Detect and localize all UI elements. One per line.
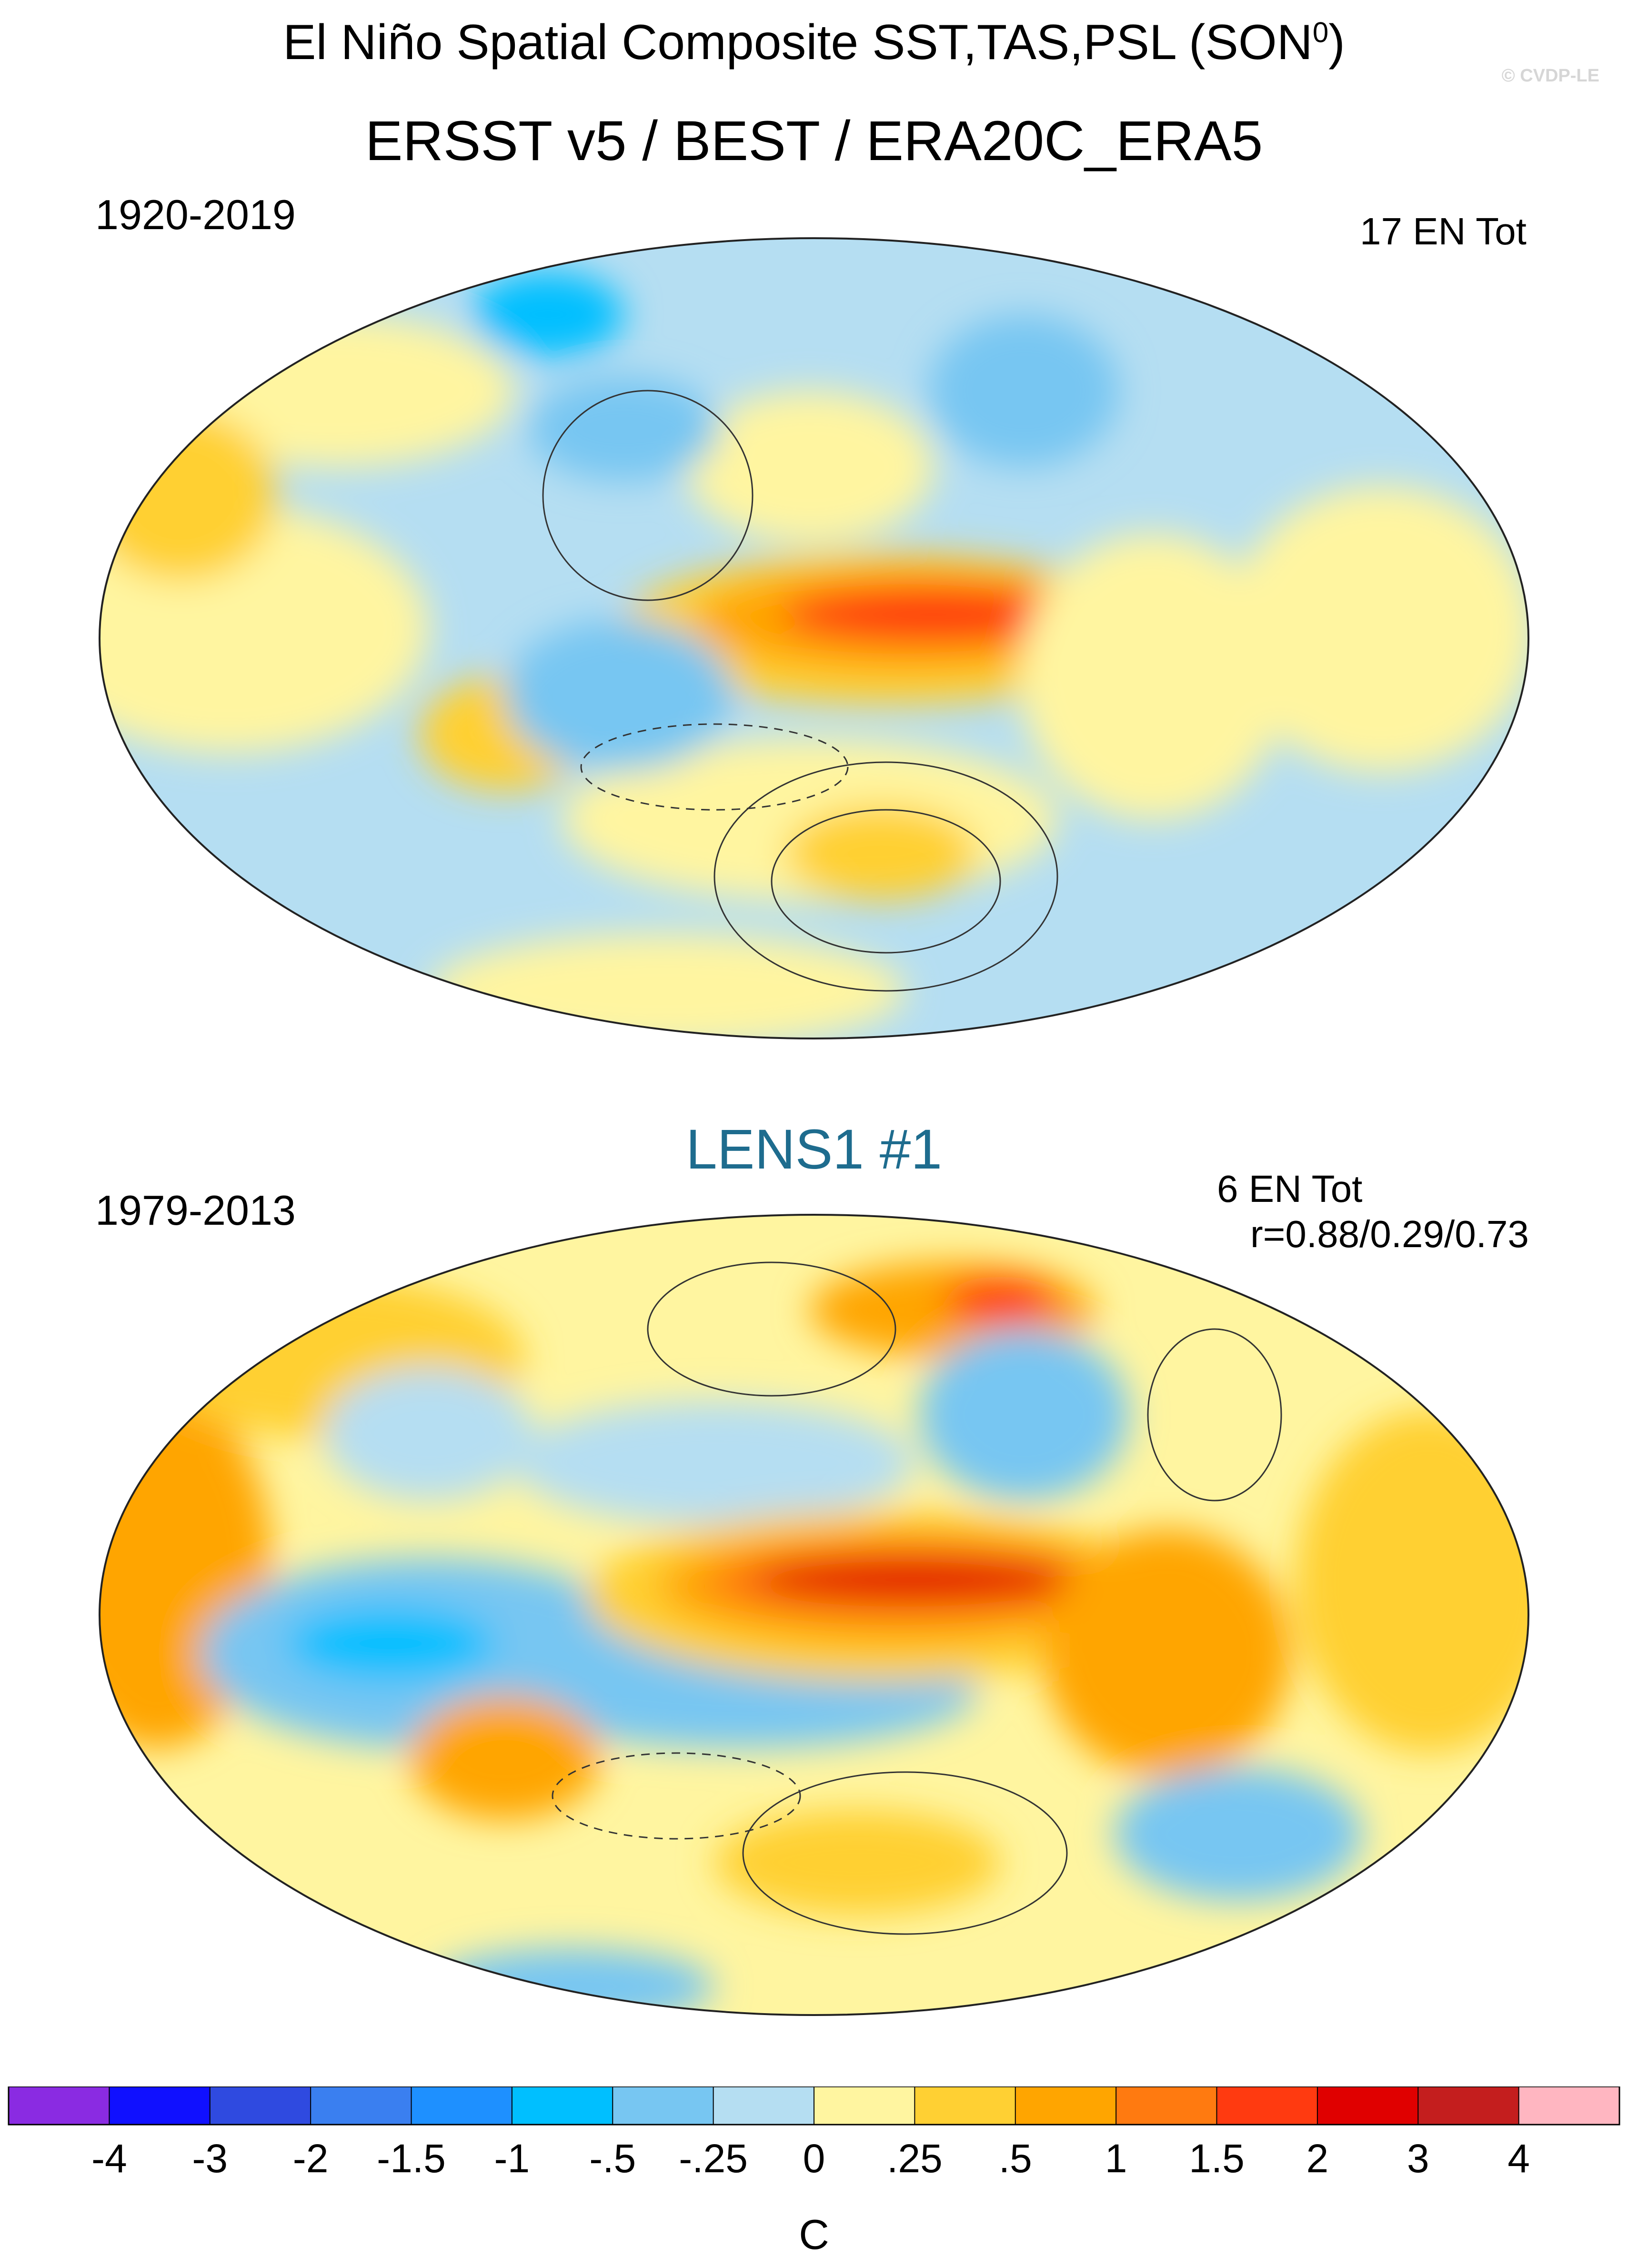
psl-contour-3: [542, 390, 754, 601]
colorbar-swatch: [411, 2087, 512, 2125]
colorbar-swatch: [814, 2087, 915, 2125]
colorbar-swatch: [1518, 2087, 1619, 2125]
anomaly-south-atlantic-cool: [1115, 1767, 1362, 1901]
anomaly-south-america-warm: [1043, 1529, 1291, 1777]
colorbar-tick-label: 2: [1306, 2136, 1329, 2181]
colorbar-tick-label: 1: [1105, 2136, 1127, 2181]
psl-contour-2: [714, 761, 1058, 992]
colorbar-tick-label: 0: [803, 2136, 825, 2181]
main-title-close: ): [1328, 15, 1345, 70]
anomaly-equatorial-pacific-high: [753, 1558, 1076, 1601]
colorbar-swatch: [9, 2087, 110, 2125]
colorbar-tick-label: 3: [1407, 2136, 1429, 2181]
colorbar-swatch: [1116, 2087, 1217, 2125]
colorbar-tick-label: -1: [494, 2136, 530, 2181]
psl-contours: [552, 1261, 1282, 1935]
colorbar-swatch: [1317, 2087, 1418, 2125]
psl-contour-4: [580, 723, 849, 811]
top-panel-event-count: 17 EN Tot: [1360, 210, 1527, 252]
anomaly-atlantic-warm: [1229, 486, 1528, 772]
colorbar-tick-label: -2: [293, 2136, 329, 2181]
anomaly-warm-pool-cool: [505, 619, 734, 772]
psl-contours: [542, 390, 1058, 992]
colorbar-tick-label: -.25: [679, 2136, 748, 2181]
psl-contour-2: [552, 1752, 801, 1840]
main-title-superscript: 0: [1312, 16, 1329, 49]
anomaly-siberia-cool: [472, 272, 624, 357]
colorbar-swatch: [713, 2087, 814, 2125]
anomaly-southern-ocean-cool: [429, 1948, 714, 2015]
anomaly-atlantic-warm: [1296, 1410, 1528, 1753]
colorbar-tick-label: 4: [1507, 2136, 1530, 2181]
anomaly-australia-warm: [410, 1696, 600, 1820]
anomaly-south-america-warm: [1019, 534, 1286, 819]
anomaly-north-pacific-cool: [529, 376, 719, 481]
colorbar-swatch: [1418, 2087, 1519, 2125]
psl-contour-3: [647, 1261, 896, 1397]
bottom-map: [99, 1214, 1529, 2016]
bottom-panel-correlation: r=0.88/0.29/0.73: [1250, 1213, 1529, 1255]
main-title: El Niño Spatial Composite SST,TAS,PSL (S…: [0, 14, 1628, 71]
colorbar-swatch: [512, 2087, 613, 2125]
colorbar-unit: C: [799, 2211, 829, 2258]
map-outline: [99, 237, 1529, 1039]
colorbar-swatch: [914, 2087, 1015, 2125]
colorbar-swatch: [109, 2087, 210, 2125]
colorbar-tick-label: -1.5: [377, 2136, 446, 2181]
colorbar: -4 -3 -2 -1.5 -1 -.5 -.25 0 .25 .5 1 1.5 2 3 4: [8, 2087, 1620, 2181]
top-map: [99, 237, 1529, 1039]
psl-contour-4: [1147, 1328, 1282, 1502]
anomaly-north-america-cool: [919, 1329, 1129, 1501]
colorbar-tick-label: -3: [192, 2136, 228, 2181]
colorbar-tick-label: -4: [91, 2136, 127, 2181]
anomaly-equatorial-pacific-high: [781, 586, 1086, 643]
anomaly-asia-cool: [324, 1367, 533, 1501]
anomaly-warm-pool-strong-cool: [286, 1605, 495, 1682]
colorbar-swatch: [311, 2087, 412, 2125]
colorbar-swatch: [210, 2087, 311, 2125]
anomaly-north-america-cool: [929, 314, 1119, 467]
top-panel-period: 1920-2019: [95, 191, 296, 238]
colorbar-swatch: [1015, 2087, 1116, 2125]
colorbar-swatches: [8, 2087, 1620, 2126]
top-panel-title: ERSST v5 / BEST / ERA20C_ERA5: [365, 110, 1263, 172]
colorbar-swatch: [613, 2087, 714, 2125]
bottom-panel-event-count: 6 EN Tot: [1217, 1168, 1363, 1210]
colorbar-swatch: [1216, 2087, 1317, 2125]
main-title-text: El Niño Spatial Composite SST,TAS,PSL (S…: [283, 15, 1313, 70]
map-outline: [99, 1214, 1529, 2016]
colorbar-tick-label: -.5: [589, 2136, 636, 2181]
anomaly-north-pacific-warm: [686, 391, 934, 543]
anomaly-north-pacific-cool: [514, 1401, 914, 1524]
colorbar-tick-label: 1.5: [1189, 2136, 1245, 2181]
bottom-panel-period: 1979-2013: [95, 1187, 296, 1234]
anomaly-northeast-eurasia-hot: [943, 1277, 1057, 1324]
colorbar-tick-label: .25: [887, 2136, 943, 2181]
colorbar-tick-label: .5: [999, 2136, 1032, 2181]
colorbar-tick-labels: -4 -3 -2 -1.5 -1 -.5 -.25 0 .25 .5 1 1.5 2 3 4: [91, 2087, 1530, 2181]
anomaly-southern-ocean-warm: [714, 1810, 1000, 1915]
credit-watermark: © CVDP-LE: [1501, 66, 1599, 86]
psl-contour-1: [771, 809, 1001, 954]
anomaly-amundsen-warm: [786, 805, 976, 900]
bottom-panel-title: LENS1 #1: [686, 1118, 942, 1181]
psl-contour-1: [742, 1771, 1068, 1935]
